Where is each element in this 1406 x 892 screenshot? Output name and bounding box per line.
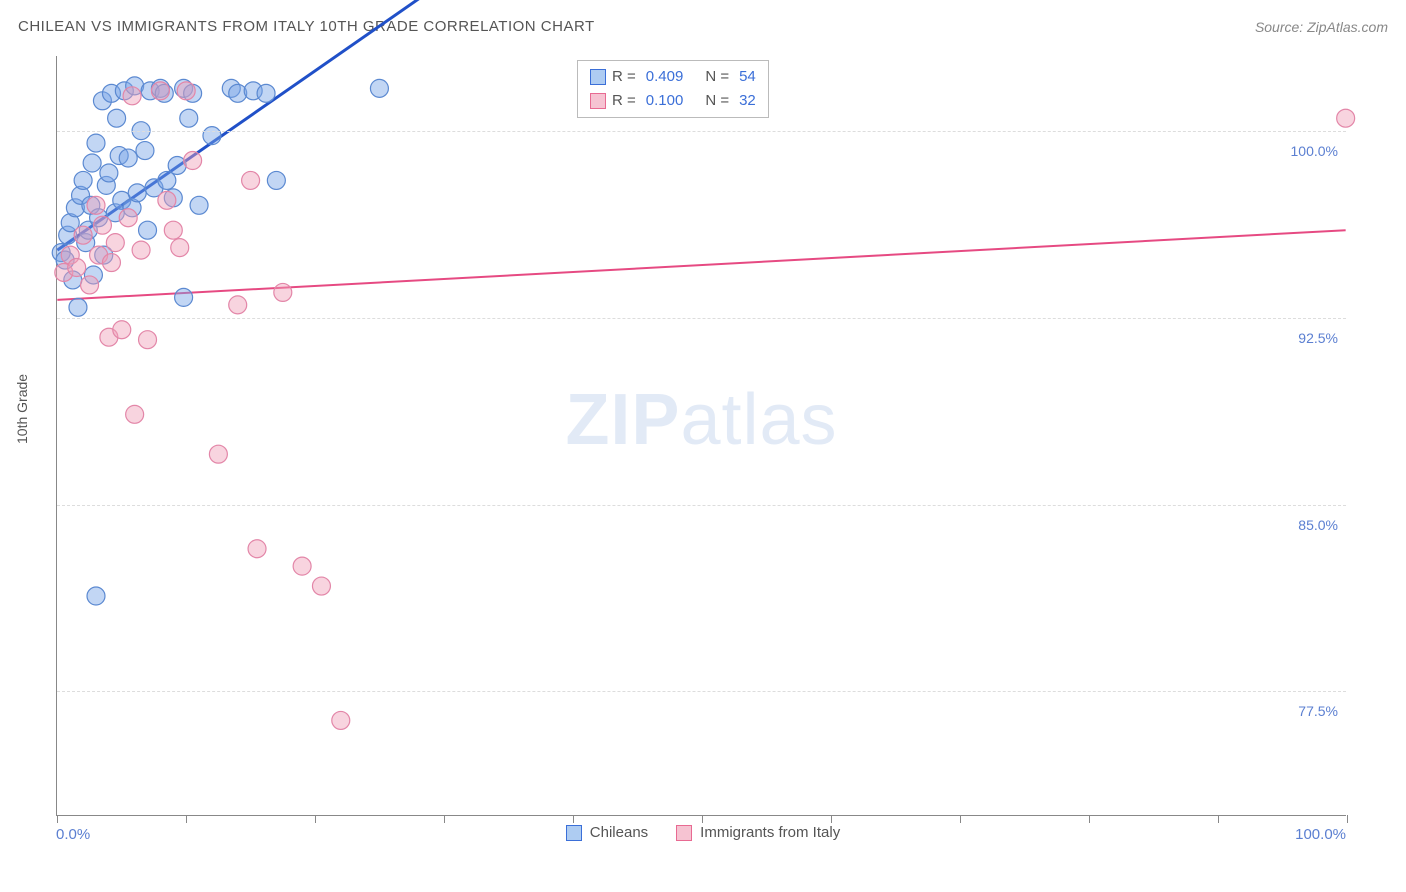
chart-title: CHILEAN VS IMMIGRANTS FROM ITALY 10TH GR…	[18, 18, 595, 35]
scatter-point-chileans	[203, 127, 221, 145]
scatter-point-italy	[132, 241, 150, 259]
r-label: R =	[612, 89, 636, 113]
legend-label: Chileans	[590, 824, 648, 841]
scatter-point-italy	[102, 254, 120, 272]
y-tick-label: 85.0%	[1298, 517, 1338, 533]
scatter-point-italy	[139, 331, 157, 349]
scatter-point-chileans	[69, 298, 87, 316]
x-tick	[57, 815, 58, 823]
scatter-point-italy	[164, 221, 182, 239]
legend-swatch	[590, 93, 606, 109]
scatter-point-italy	[293, 557, 311, 575]
scatter-point-italy	[274, 283, 292, 301]
x-tick	[1089, 815, 1090, 823]
bottom-legend-item: Chileans	[566, 824, 648, 841]
scatter-point-italy	[209, 445, 227, 463]
scatter-point-italy	[81, 276, 99, 294]
stats-legend: R = 0.409 N = 54 R = 0.100 N = 32	[577, 60, 769, 118]
title-bar: CHILEAN VS IMMIGRANTS FROM ITALY 10TH GR…	[18, 18, 1388, 35]
r-value: 0.409	[646, 65, 684, 89]
y-axis-title: 10th Grade	[14, 374, 30, 444]
y-tick-label: 100.0%	[1291, 143, 1338, 159]
scatter-point-chileans	[108, 109, 126, 127]
r-label: R =	[612, 65, 636, 89]
scatter-point-chileans	[180, 109, 198, 127]
scatter-point-italy	[332, 711, 350, 729]
r-value: 0.100	[646, 89, 684, 113]
stats-legend-row: R = 0.100 N = 32	[590, 89, 756, 113]
x-tick	[444, 815, 445, 823]
plot-area: ZIPatlas R =0.409N =54R =0.100N =32 77.5…	[56, 56, 1346, 816]
scatter-point-chileans	[87, 134, 105, 152]
scatter-point-italy	[68, 259, 86, 277]
scatter-point-italy	[151, 82, 169, 100]
bottom-legend-item: Immigrants from Italy	[676, 824, 840, 841]
scatter-point-chileans	[190, 196, 208, 214]
source-attribution: Source: ZipAtlas.com	[1255, 19, 1388, 35]
legend-swatch	[676, 825, 692, 841]
scatter-point-chileans	[267, 171, 285, 189]
scatter-point-chileans	[87, 587, 105, 605]
scatter-point-italy	[123, 87, 141, 105]
stats-legend-row: R = 0.409 N = 54	[590, 65, 756, 89]
scatter-point-chileans	[74, 171, 92, 189]
scatter-point-italy	[177, 82, 195, 100]
scatter-point-italy	[126, 405, 144, 423]
scatter-point-chileans	[83, 154, 101, 172]
trend-line-italy	[57, 230, 1345, 300]
n-value: 54	[739, 65, 756, 89]
plot-svg	[57, 56, 1346, 815]
x-tick	[831, 815, 832, 823]
scatter-point-italy	[106, 234, 124, 252]
scatter-point-chileans	[128, 184, 146, 202]
x-tick	[702, 815, 703, 823]
scatter-point-italy	[119, 209, 137, 227]
scatter-point-chileans	[257, 84, 275, 102]
x-tick	[315, 815, 316, 823]
gridline	[57, 318, 1346, 319]
scatter-point-chileans	[100, 164, 118, 182]
scatter-point-chileans	[119, 149, 137, 167]
legend-label: Immigrants from Italy	[700, 824, 840, 841]
scatter-point-chileans	[175, 288, 193, 306]
gridline	[57, 131, 1346, 132]
scatter-point-italy	[158, 191, 176, 209]
scatter-point-chileans	[136, 142, 154, 160]
scatter-point-italy	[113, 321, 131, 339]
n-label: N =	[705, 65, 729, 89]
n-value: 32	[739, 89, 756, 113]
scatter-point-chileans	[139, 221, 157, 239]
gridline	[57, 505, 1346, 506]
n-label: N =	[705, 89, 729, 113]
scatter-point-italy	[171, 239, 189, 257]
scatter-point-italy	[1337, 109, 1355, 127]
gridline	[57, 691, 1346, 692]
x-tick	[573, 815, 574, 823]
x-tick	[960, 815, 961, 823]
legend-swatch	[590, 69, 606, 85]
y-tick-label: 92.5%	[1298, 330, 1338, 346]
x-tick	[1347, 815, 1348, 823]
scatter-point-italy	[229, 296, 247, 314]
chart-container: CHILEAN VS IMMIGRANTS FROM ITALY 10TH GR…	[0, 0, 1406, 892]
scatter-point-chileans	[370, 79, 388, 97]
scatter-point-italy	[184, 152, 202, 170]
scatter-point-italy	[74, 226, 92, 244]
x-tick	[186, 815, 187, 823]
bottom-legend: Chileans Immigrants from Italy	[0, 824, 1406, 841]
scatter-point-italy	[312, 577, 330, 595]
scatter-point-italy	[87, 196, 105, 214]
scatter-point-italy	[248, 540, 266, 558]
scatter-point-italy	[242, 171, 260, 189]
scatter-point-italy	[93, 216, 111, 234]
y-tick-label: 77.5%	[1298, 703, 1338, 719]
legend-swatch	[566, 825, 582, 841]
x-tick	[1218, 815, 1219, 823]
